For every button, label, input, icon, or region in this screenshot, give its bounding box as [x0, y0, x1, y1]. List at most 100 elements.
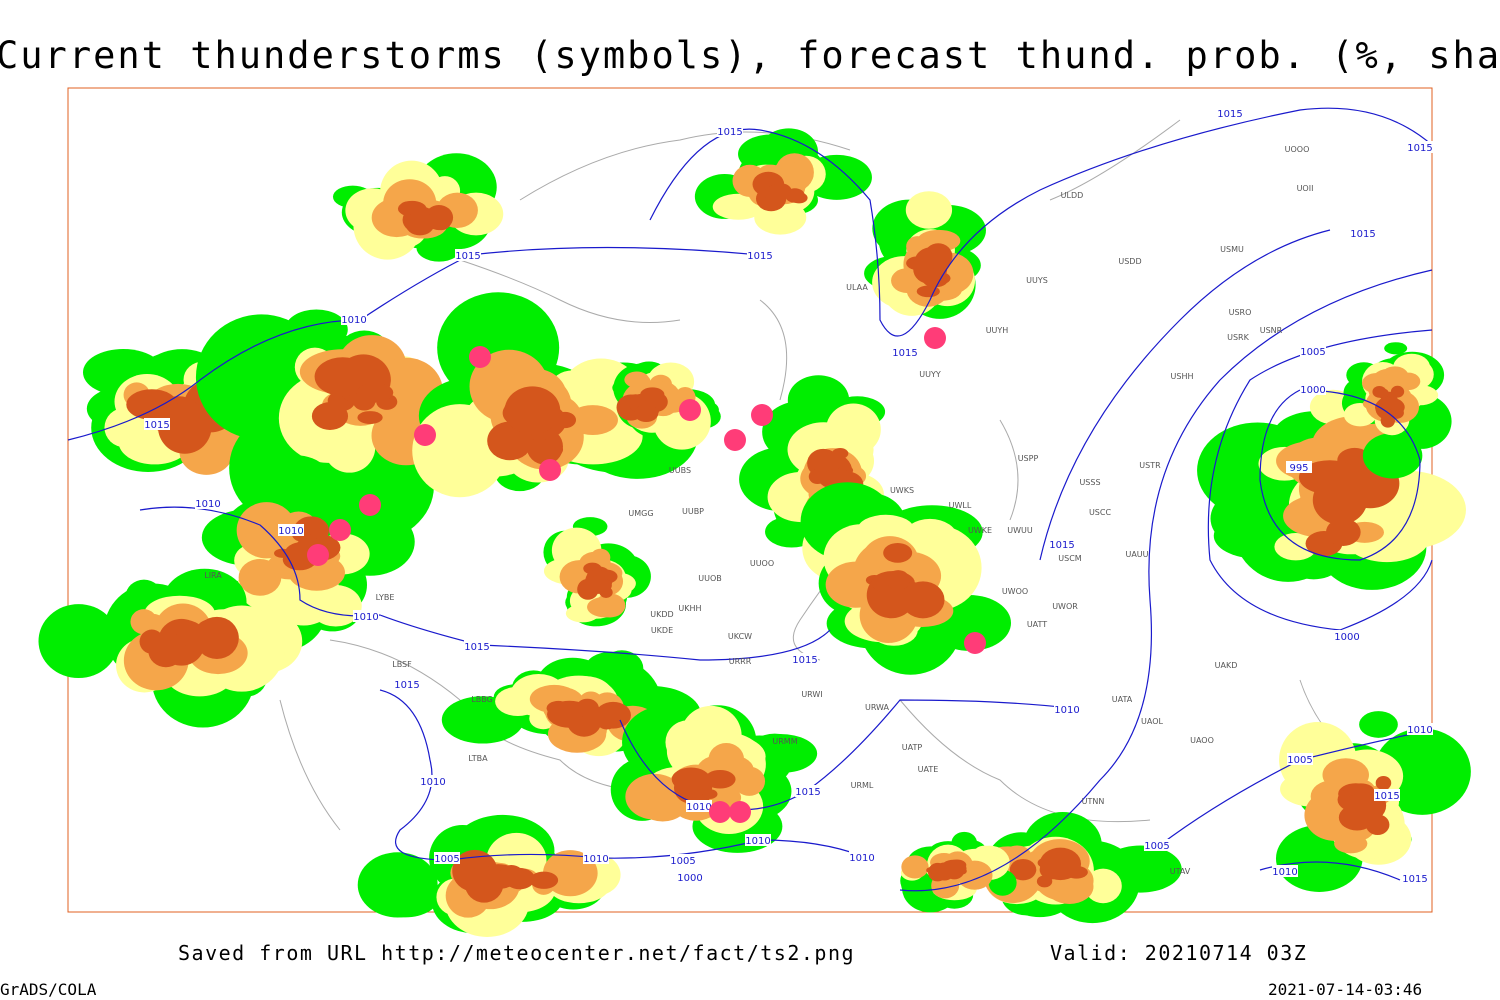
shade-patch [38, 604, 119, 679]
shade-patch [498, 865, 525, 887]
station-label: UATT [1027, 620, 1047, 629]
shade-patch [588, 575, 609, 593]
station-label: USRK [1227, 333, 1249, 342]
shade-patch [495, 686, 541, 717]
isobar-label: 1015 [1374, 791, 1399, 802]
shade-patch [1389, 406, 1404, 419]
isobar-label: 1000 [1334, 632, 1359, 643]
shade-patch [554, 411, 577, 429]
isobar-label: 1010 [353, 612, 378, 623]
shade-patch [1009, 858, 1037, 881]
station-label: USNR [1260, 326, 1283, 335]
isobar-label-bg [1374, 789, 1400, 801]
isobar-label: 1015 [892, 348, 917, 359]
isobar-label-bg [670, 854, 696, 866]
isobar-label: 1005 [1144, 841, 1169, 852]
isobar-label: 1005 [1300, 347, 1325, 358]
isobar-label: 1005 [670, 856, 695, 867]
isobar-label-bg [1407, 141, 1433, 153]
station-label: UKDD [650, 610, 673, 619]
isobar-label-bg [1407, 723, 1433, 735]
shade-patch [702, 789, 718, 799]
station-label: ULAA [846, 283, 868, 292]
shade-patch [309, 585, 362, 627]
station-label: UAUU [1125, 550, 1148, 559]
station-label: UTAV [1170, 867, 1191, 876]
isobar-label: 1005 [434, 854, 459, 865]
station-label: UUOB [698, 574, 722, 583]
station-label: UWOR [1052, 602, 1078, 611]
isobar-label: 1015 [144, 420, 169, 431]
station-label: UATE [918, 765, 939, 774]
isobar-label-bg [1300, 383, 1326, 395]
isobar-label-bg [144, 418, 170, 430]
shade-patch [640, 387, 665, 402]
storm-symbol [964, 632, 986, 654]
station-label: UWOO [1002, 587, 1028, 596]
isobar-label-bg [1402, 872, 1428, 884]
shade-patch [1359, 711, 1398, 738]
isobar-label: 1005 [1287, 755, 1312, 766]
shade-patch [353, 392, 376, 411]
station-label: URMM [772, 737, 797, 746]
station-label: USRO [1229, 308, 1252, 317]
isobar-label-bg [434, 852, 460, 864]
station-label: UUYH [986, 326, 1009, 335]
station-label: UKCW [728, 632, 752, 641]
shade-patch [529, 871, 559, 889]
isobar-label-bg [455, 249, 481, 261]
station-label: UWKS [890, 486, 914, 495]
station-label: USTR [1139, 461, 1161, 470]
shade-patch [926, 866, 939, 874]
isobar-label-bg [278, 524, 304, 536]
valid-time: Valid: 20210714 03Z [1050, 941, 1307, 965]
shade-patch [139, 629, 165, 654]
shade-patch [1334, 834, 1368, 854]
shade-patch [624, 371, 650, 388]
station-label: UWUU [1007, 526, 1033, 535]
isobar-label: 1010 [745, 836, 770, 847]
shade-patch [171, 634, 190, 647]
shade-patch [708, 743, 745, 776]
shade-patch [194, 616, 239, 659]
shade-patch [1365, 814, 1390, 836]
station-label: UKHH [678, 604, 701, 613]
isobar-label-bg [1217, 107, 1243, 119]
shade-patch [671, 767, 711, 792]
shade-patch [704, 769, 736, 789]
shade-patch [314, 357, 371, 397]
station-label: UAOO [1190, 736, 1214, 745]
shade-patch [924, 243, 953, 270]
isobar-label-bg [464, 640, 490, 652]
station-label: URML [851, 781, 874, 790]
isobar-label: 1010 [341, 315, 366, 326]
isobar-label-bg [1272, 865, 1298, 877]
station-label: URRR [729, 657, 752, 666]
station-label: UUBS [669, 466, 691, 475]
isobar-label: 1000 [677, 873, 702, 884]
shade-patch [1390, 385, 1405, 398]
station-label: UUBP [682, 507, 704, 516]
isobar-label: 1015 [1217, 109, 1242, 120]
isobar-label: 1000 [1300, 385, 1325, 396]
isobar-label: 1015 [1350, 229, 1375, 240]
isobar-label: 1015 [1407, 143, 1432, 154]
isobar-label: 1015 [717, 127, 742, 138]
timestamp: 2021-07-14-03:46 [1268, 980, 1422, 999]
storm-symbol [307, 544, 329, 566]
station-label: UATA [1112, 695, 1133, 704]
storm-symbol [924, 327, 946, 349]
station-label: LTBA [468, 754, 488, 763]
isobar-label-bg [795, 785, 821, 797]
isobar-label-bg [747, 249, 773, 261]
storm-symbol [329, 519, 351, 541]
station-label: UUYY [919, 370, 941, 379]
isobar-label: 1015 [792, 655, 817, 666]
station-label: UWLL [949, 501, 972, 510]
shade-patch [587, 596, 624, 618]
station-label: UATP [902, 743, 923, 752]
title: Current thunderstorms (symbols), forecas… [0, 34, 1500, 77]
station-label: ULDD [1061, 191, 1084, 200]
shade-patch [546, 700, 571, 716]
shade-patch [905, 191, 953, 229]
